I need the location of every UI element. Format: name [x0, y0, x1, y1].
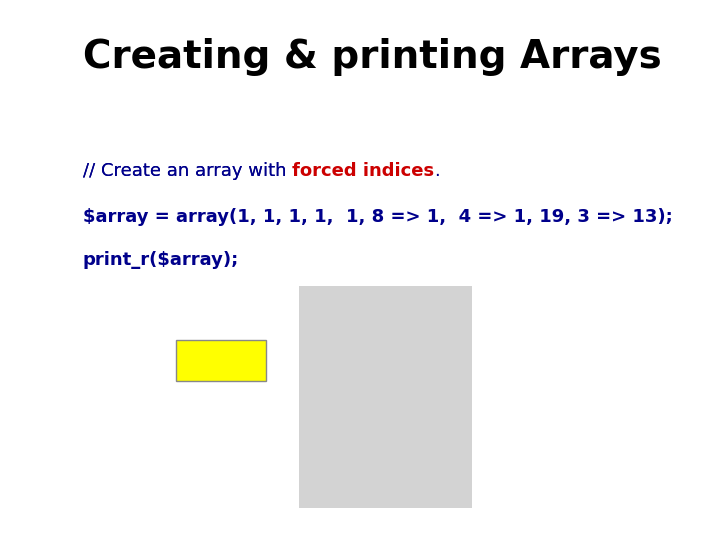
Text: [0] => 1: [0] => 1	[307, 313, 377, 328]
Text: $array = array(1, 1, 1, 1,  1, 8 => 1,  4 => 1, 19, 3 => 13);: $array = array(1, 1, 1, 1, 1, 8 => 1, 4 …	[83, 208, 672, 226]
Text: Output:: Output:	[187, 352, 256, 369]
Text: [1] => 1: [1] => 1	[307, 335, 378, 350]
Text: forced indices: forced indices	[292, 162, 434, 180]
Text: [8] => 1: [8] => 1	[307, 426, 378, 441]
Text: [4] => 1: [4] => 1	[307, 403, 377, 418]
Text: // Create an array with: // Create an array with	[83, 162, 292, 180]
Text: [9] => 19: [9] => 19	[307, 448, 387, 463]
Text: print_r($array);: print_r($array);	[83, 251, 239, 269]
Text: [3] => 13: [3] => 13	[307, 380, 387, 395]
Text: Array (: Array (	[307, 290, 362, 305]
Text: // Create an array with: // Create an array with	[83, 162, 292, 180]
Text: ): )	[307, 471, 314, 486]
Text: .: .	[434, 162, 440, 180]
Text: Creating & printing Arrays: Creating & printing Arrays	[83, 38, 662, 76]
Text: [2] => 1: [2] => 1	[307, 358, 377, 373]
